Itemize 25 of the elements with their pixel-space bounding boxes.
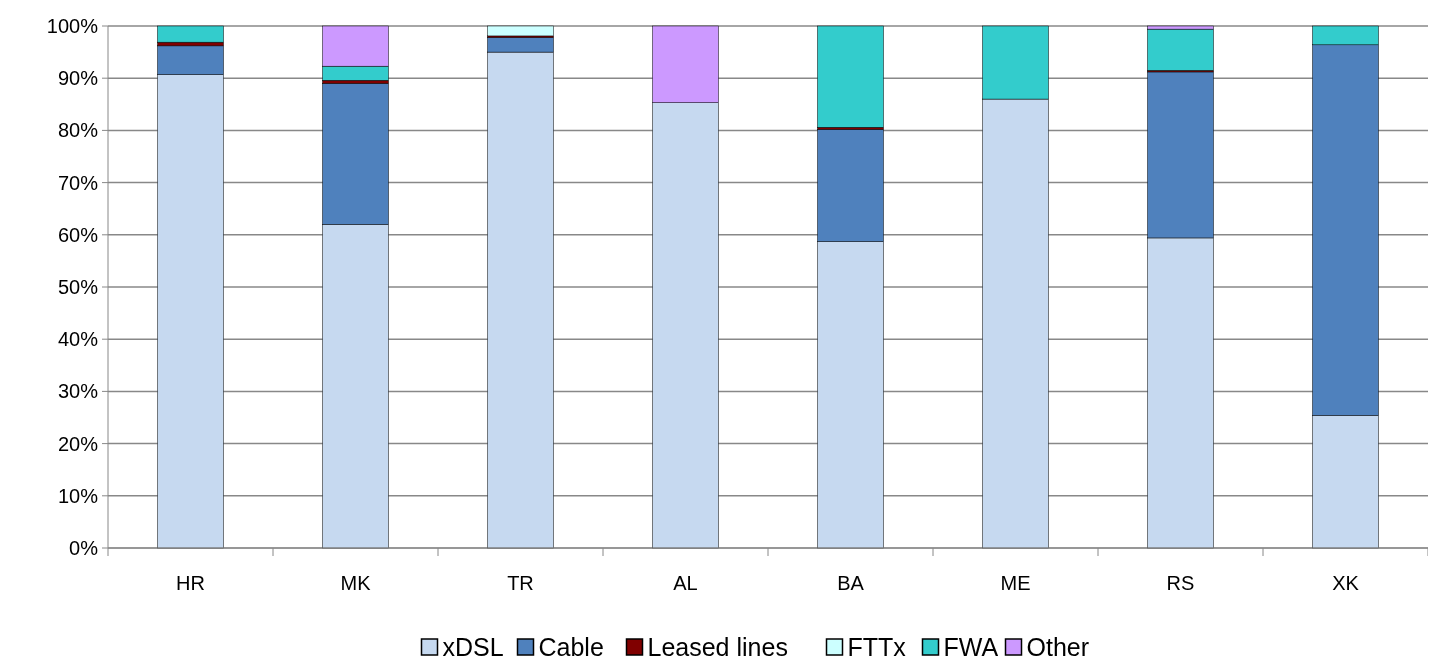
x-tick-label: HR <box>176 572 205 594</box>
legend-label: Other <box>1026 633 1090 661</box>
y-tick-label: 100% <box>46 15 99 37</box>
legend-label: Cable <box>538 633 604 661</box>
legend-label: FTTx <box>847 633 907 661</box>
y-tick-label: 80% <box>57 119 99 142</box>
x-tick-label: TR <box>507 572 534 594</box>
x-tick-label: MK <box>340 572 372 594</box>
x-tick-label: RS <box>1166 572 1195 594</box>
y-tick-label: 20% <box>57 432 99 455</box>
y-tick-label: 40% <box>57 328 99 351</box>
legend-label: Leased lines <box>647 633 788 661</box>
y-tick-label: 90% <box>57 67 99 90</box>
y-tick-label: 70% <box>57 171 99 194</box>
y-tick-label: 10% <box>57 484 99 507</box>
y-tick-label: 50% <box>57 276 99 298</box>
x-tick-label: XK <box>1332 572 1360 594</box>
x-tick-label: BA <box>837 572 865 594</box>
y-tick-label: 30% <box>57 380 99 403</box>
x-tick-label: ME <box>1000 572 1031 594</box>
y-tick-label: 0% <box>69 537 99 559</box>
legend-label: FWA <box>943 633 999 661</box>
y-tick-label: 60% <box>57 223 99 246</box>
x-tick-label: AL <box>673 572 698 594</box>
legend-label: xDSL <box>442 633 504 661</box>
